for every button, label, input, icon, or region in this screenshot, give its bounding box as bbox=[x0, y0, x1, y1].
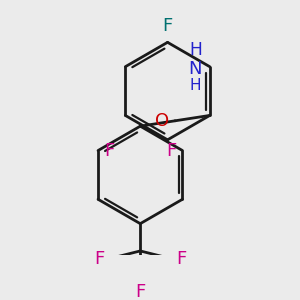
Text: H: H bbox=[190, 78, 201, 93]
Text: F: F bbox=[104, 142, 114, 160]
Text: F: F bbox=[176, 250, 187, 268]
Text: H: H bbox=[189, 41, 202, 59]
Text: N: N bbox=[188, 60, 202, 78]
Text: F: F bbox=[135, 283, 146, 300]
Text: F: F bbox=[167, 142, 177, 160]
Text: O: O bbox=[155, 112, 169, 130]
Text: F: F bbox=[162, 16, 173, 34]
Text: F: F bbox=[94, 250, 104, 268]
